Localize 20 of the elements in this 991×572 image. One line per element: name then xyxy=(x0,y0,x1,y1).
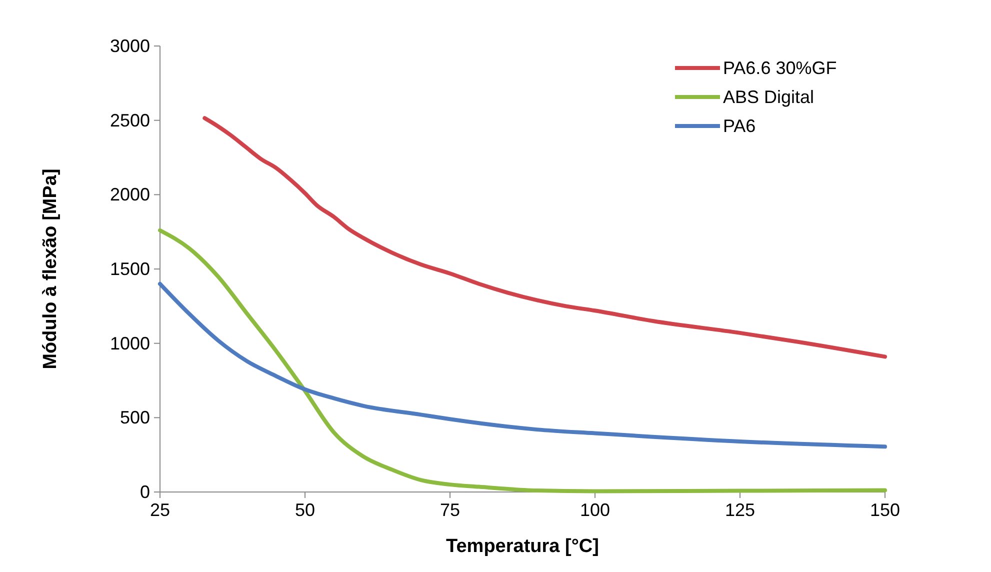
y-tick-label: 2000 xyxy=(110,184,150,205)
y-tick-label: 1500 xyxy=(110,259,150,279)
y-tick-label: 0 xyxy=(140,482,150,502)
x-axis-title: Temperatura [°C] xyxy=(446,536,599,557)
x-tick-label: 100 xyxy=(580,500,610,520)
x-tick-label: 125 xyxy=(724,500,756,520)
legend-label: ABS Digital xyxy=(723,87,814,107)
x-tick-label: 50 xyxy=(294,500,316,520)
y-tick-label: 1000 xyxy=(110,333,150,354)
line-series xyxy=(202,116,887,359)
legend-label: PA6.6 30%GF xyxy=(723,58,837,78)
y-tick-label: 500 xyxy=(120,408,150,428)
x-tick-label: 150 xyxy=(870,500,900,520)
x-tick-label: 25 xyxy=(150,500,170,520)
line-series xyxy=(158,282,887,449)
y-tick-label: 2500 xyxy=(110,110,150,130)
y-tick-label: 3000 xyxy=(110,36,150,56)
legend-label: PA6 xyxy=(723,116,756,136)
y-axis-title: Módulo à flexão [MPa] xyxy=(40,168,61,370)
x-tick-label: 75 xyxy=(440,500,460,520)
